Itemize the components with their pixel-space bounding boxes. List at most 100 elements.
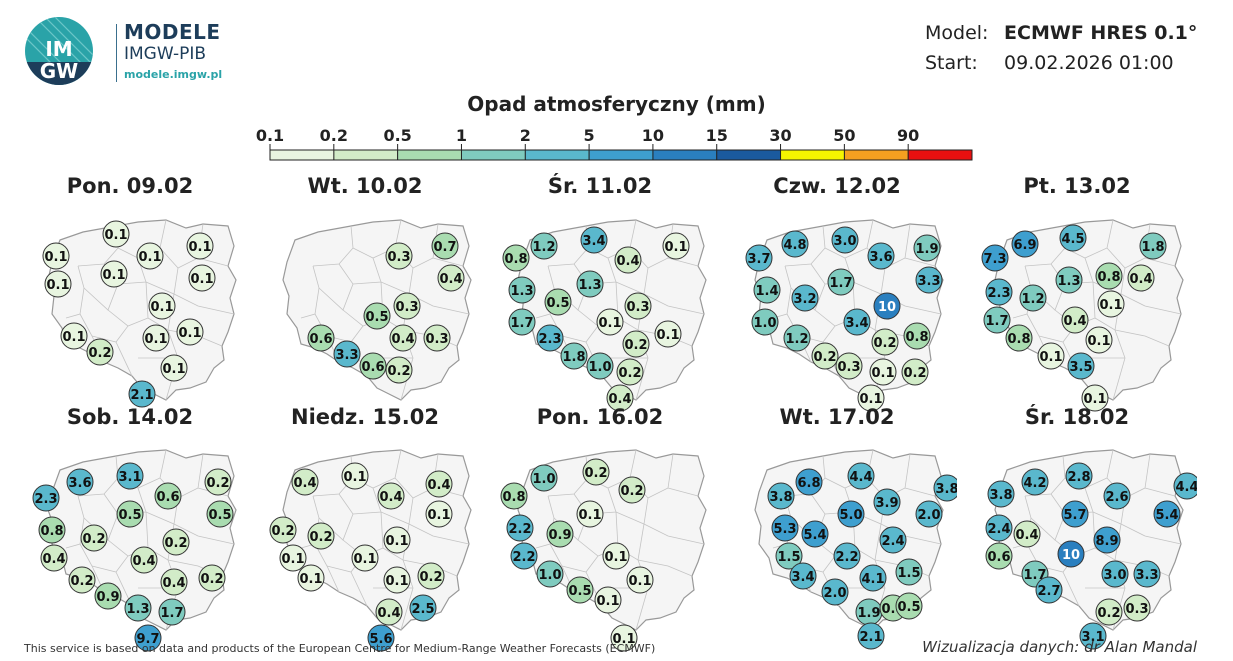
region-border [65, 265, 85, 319]
precip-value-marker: 3.3 [915, 266, 943, 294]
precip-value-marker: 0.2 [417, 562, 445, 590]
map-title: Czw. 12.02 [773, 174, 901, 198]
precip-value-marker: 4.2 [1021, 468, 1049, 496]
precip-value-marker: 0.1 [602, 542, 630, 570]
precip-value-label: 2.0 [823, 586, 846, 601]
precip-value-marker: 0.8 [903, 322, 931, 350]
precip-value-label: 7.3 [983, 252, 1006, 267]
forecast-map: 4.8 3.0 1.9 3.7 3.6 3.3 1.4 1.7 3.2 10 1.0 3.4 0.8 1.… [745, 219, 944, 412]
legend-title: Opad atmosferyczny (mm) [467, 92, 766, 116]
precip-value-label: 1.2 [1021, 292, 1044, 307]
forecast-map: 1.0 0.20.8 0.20.12.2 0.92.2 0.11.00.50.10.10… [500, 449, 707, 652]
precip-value-label: 0.2 [387, 364, 410, 379]
precip-value-label: 0.8 [1007, 332, 1030, 347]
precip-value-label: 0.1 [385, 534, 408, 549]
precip-value-label: 0.3 [837, 360, 860, 375]
precip-value-label: 0.2 [309, 530, 332, 545]
precip-value-label: 5.6 [369, 632, 392, 647]
footer-credit: Wizualizacja danych: dr Alan Mandal [922, 638, 1197, 656]
legend-swatch [333, 149, 398, 161]
precip-value-label: 2.1 [130, 388, 153, 403]
precip-value-label: 2.0 [917, 508, 940, 523]
precip-value-marker: 0.2 [204, 468, 232, 496]
precip-value-marker: 0.1 [1037, 342, 1065, 370]
precip-value-marker: 1.7 [508, 308, 536, 336]
precip-value-marker: 1.3 [576, 270, 604, 298]
precip-value-marker: 0.1 [1097, 290, 1125, 318]
precip-value-label: 3.7 [747, 252, 770, 267]
precip-value-label: 0.4 [293, 476, 316, 491]
precip-value-marker: 0.2 [80, 524, 108, 552]
precip-value-marker: 0.1 [1085, 326, 1113, 354]
precip-value-label: 0.1 [44, 250, 67, 265]
region-border [432, 257, 464, 267]
map-title: Pon. 16.02 [536, 405, 664, 429]
precip-value-label: 0.1 [656, 328, 679, 343]
precip-value-marker: 0.2 [68, 566, 96, 594]
region-border [1064, 219, 1114, 259]
precip-value-label: 0.2 [1097, 606, 1120, 621]
precip-value-label: 3.4 [791, 570, 814, 585]
precip-value-label: 6.9 [1013, 238, 1036, 253]
map-title: Pon. 09.02 [66, 174, 194, 198]
brand-url-link[interactable]: modele.imgw.pl [124, 68, 223, 81]
precip-value-label: 4.5 [1061, 232, 1084, 247]
precip-value-label: 1.7 [985, 314, 1008, 329]
precip-value-label: 3.6 [68, 476, 91, 491]
precip-value-marker: 2.3 [536, 324, 564, 352]
precip-value-label: 3.8 [989, 488, 1012, 503]
precip-value-label: 0.4 [616, 254, 639, 269]
precip-value-marker: 0.1 [100, 260, 128, 288]
precip-value-label: 3.3 [335, 348, 358, 363]
region-border [667, 487, 699, 497]
imgw-logo: IM GW MODELE IMGW-PIB modele.imgw.pl [24, 16, 224, 86]
legend-swatch [716, 149, 781, 161]
precip-value-marker: 0.5 [895, 592, 923, 620]
precip-value-marker: 0.1 [148, 292, 176, 320]
legend-tick-label: 0.2 [320, 126, 348, 145]
precip-value-label: 3.1 [118, 470, 141, 485]
precip-value-marker: 0.4 [375, 598, 403, 626]
precip-value-marker: 2.6 [1103, 482, 1131, 510]
precip-value-label: 0.1 [102, 268, 125, 283]
precip-value-marker: 3.7 [745, 244, 773, 272]
precip-value-label: 0.1 [299, 572, 322, 587]
precip-value-label: 0.4 [132, 554, 155, 569]
brand-subtitle: IMGW-PIB [124, 44, 207, 64]
precip-value-label: 0.3 [1125, 602, 1148, 617]
precip-value-marker: 4.4 [847, 462, 875, 490]
region-border [904, 257, 936, 267]
precip-value-label: 2.7 [1037, 584, 1060, 599]
precip-value-label: 0.4 [1063, 314, 1086, 329]
forecast-map: 0.30.70.40.50.30.4 0.30.63.30.6 0.2 [282, 219, 472, 401]
precip-value-marker: 0.2 [616, 358, 644, 386]
precip-value-marker: 0.1 [596, 308, 624, 336]
precip-value-marker: 4.8 [781, 230, 809, 258]
precip-value-marker: 1.0 [751, 308, 779, 336]
precip-value-label: 0.2 [200, 572, 223, 587]
region-border [173, 523, 235, 545]
precip-value-label: 0.1 [104, 228, 127, 243]
precip-value-label: 0.1 [1099, 298, 1122, 313]
precip-value-label: 0.6 [987, 550, 1010, 565]
region-border [784, 225, 826, 267]
precip-value-marker: 5.3 [771, 514, 799, 542]
legend-tick-label: 50 [833, 126, 855, 145]
precip-value-marker: 0.4 [425, 470, 453, 498]
precip-value-marker: 5.7 [1061, 500, 1089, 528]
precip-value-label: 0.3 [626, 300, 649, 315]
precip-value-marker: 7.3 [981, 244, 1009, 272]
precip-value-label: 3.5 [1069, 360, 1092, 375]
precip-value-label: 1.9 [857, 606, 880, 621]
precip-value-label: 3.6 [869, 250, 892, 265]
precip-value-label: 0.2 [271, 524, 294, 539]
precip-value-label: 5.7 [1063, 508, 1086, 523]
precip-value-label: 3.3 [917, 274, 940, 289]
precip-value-marker: 0.4 [40, 544, 68, 572]
precip-value-marker: 0.2 [86, 338, 114, 366]
precip-value-marker: 0.2 [618, 476, 646, 504]
precip-value-marker: 3.8 [987, 480, 1015, 508]
precip-value-marker: 0.1 [857, 384, 885, 412]
precip-value-marker: 9.7 [134, 624, 162, 652]
precip-value-marker: 0.5 [206, 500, 234, 528]
